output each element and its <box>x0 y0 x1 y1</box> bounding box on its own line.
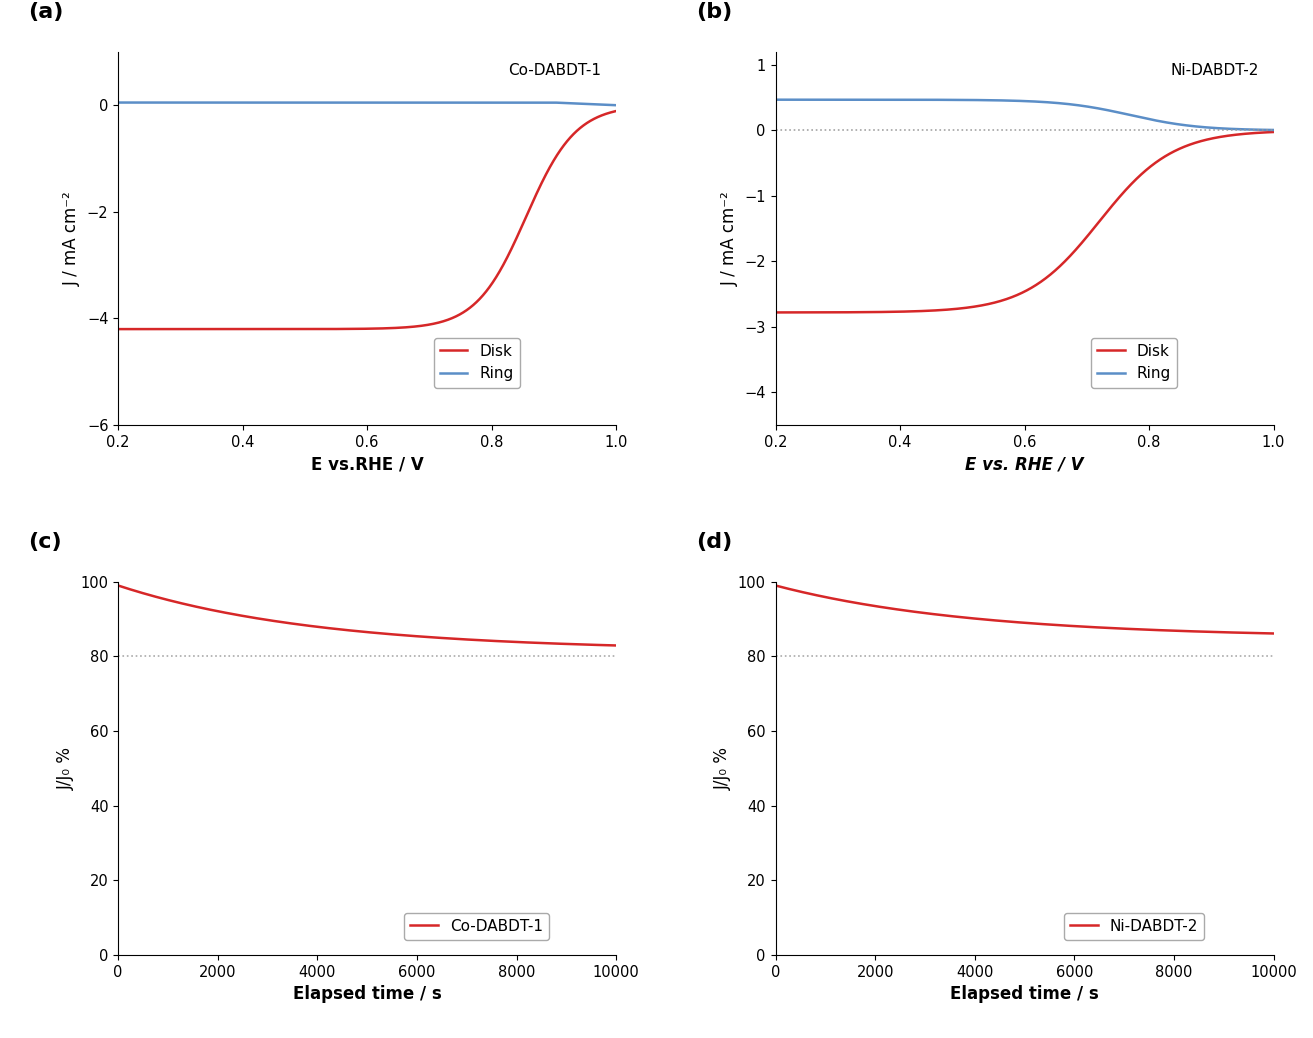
Ring <box>135 97 151 109</box>
Line: Ni-DABDT-2: Ni-DABDT-2 <box>776 585 1274 633</box>
Disk <box>135 323 151 335</box>
Ni-DABDT-2 <box>1266 627 1281 639</box>
Y-axis label: J/J₀ %: J/J₀ % <box>56 747 75 790</box>
Legend: Disk, Ring: Disk, Ring <box>433 337 520 387</box>
Text: (a): (a) <box>29 2 64 22</box>
Disk <box>768 306 784 319</box>
Ring <box>1251 124 1267 136</box>
Disk <box>1159 148 1175 161</box>
Disk <box>793 306 809 319</box>
Ring <box>1266 124 1281 136</box>
Co-DABDT-1 <box>301 620 316 632</box>
X-axis label: Elapsed time / s: Elapsed time / s <box>951 985 1099 1004</box>
Disk <box>608 105 624 117</box>
Co-DABDT-1 <box>408 630 424 643</box>
X-axis label: E vs. RHE / V: E vs. RHE / V <box>965 456 1083 473</box>
Ring <box>1010 94 1025 107</box>
Legend: Ni-DABDT-2: Ni-DABDT-2 <box>1064 912 1204 939</box>
Ring <box>593 99 609 111</box>
Disk <box>503 245 519 257</box>
Co-DABDT-1 <box>608 639 624 652</box>
Text: Co-DABDT-1: Co-DABDT-1 <box>508 63 601 78</box>
Ring <box>110 97 126 109</box>
Co-DABDT-1 <box>110 579 126 592</box>
Disk <box>1251 127 1267 139</box>
Line: Co-DABDT-1: Co-DABDT-1 <box>118 585 616 646</box>
Line: Disk: Disk <box>776 132 1274 312</box>
Text: (d): (d) <box>696 531 733 552</box>
Ni-DABDT-2 <box>958 611 974 624</box>
Ni-DABDT-2 <box>1140 624 1155 636</box>
Ni-DABDT-2 <box>859 598 874 610</box>
X-axis label: Elapsed time / s: Elapsed time / s <box>293 985 441 1004</box>
Ring <box>1251 124 1267 136</box>
X-axis label: E vs.RHE / V: E vs.RHE / V <box>311 456 424 473</box>
Ring <box>593 99 609 111</box>
Text: (c): (c) <box>29 531 62 552</box>
Disk <box>997 294 1012 306</box>
Ring <box>793 93 809 106</box>
Line: Ring: Ring <box>776 100 1274 130</box>
Ni-DABDT-2 <box>1091 622 1107 634</box>
Ni-DABDT-2 <box>1066 620 1082 632</box>
Legend: Disk, Ring: Disk, Ring <box>1091 337 1178 387</box>
Co-DABDT-1 <box>435 632 450 645</box>
Disk <box>593 109 609 121</box>
Disk <box>110 323 126 335</box>
Ring <box>339 97 355 109</box>
Co-DABDT-1 <box>520 636 536 649</box>
Co-DABDT-1 <box>482 634 498 647</box>
Disk <box>339 323 355 335</box>
Co-DABDT-1 <box>201 603 217 616</box>
Ni-DABDT-2 <box>768 579 784 592</box>
Ring <box>997 94 1012 107</box>
Ring <box>608 99 624 111</box>
Text: Ni-DABDT-2: Ni-DABDT-2 <box>1170 63 1259 78</box>
Y-axis label: J / mA cm⁻²: J / mA cm⁻² <box>63 191 81 285</box>
Disk <box>352 323 368 335</box>
Ring <box>768 93 784 106</box>
Disk <box>1266 126 1281 138</box>
Ring <box>503 97 519 109</box>
Disk <box>1010 289 1025 301</box>
Y-axis label: J / mA cm⁻²: J / mA cm⁻² <box>721 191 739 285</box>
Ni-DABDT-2 <box>1178 625 1194 637</box>
Ring <box>1159 116 1175 129</box>
Text: (b): (b) <box>696 2 733 22</box>
Disk <box>1251 127 1267 139</box>
Disk <box>593 109 609 121</box>
Y-axis label: J/J₀ %: J/J₀ % <box>714 747 733 790</box>
Line: Disk: Disk <box>118 111 616 329</box>
Ring <box>352 97 368 109</box>
Line: Ring: Ring <box>118 103 616 105</box>
Legend: Co-DABDT-1: Co-DABDT-1 <box>404 912 549 939</box>
